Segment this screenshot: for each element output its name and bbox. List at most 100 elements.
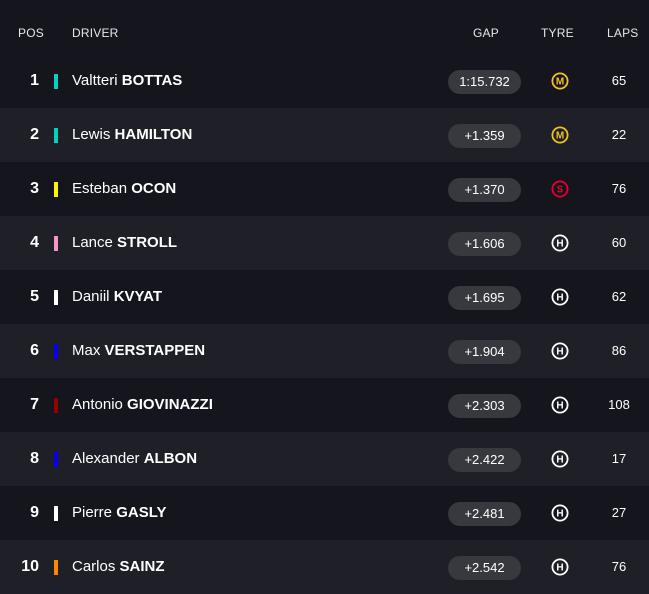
laps-count: 62 xyxy=(611,289,627,304)
tyre-letter: H xyxy=(556,239,563,250)
team-color-bar xyxy=(54,452,58,467)
driver-name[interactable]: Max VERSTAPPEN xyxy=(72,324,205,378)
gap-badge: +1.370 xyxy=(448,178,521,202)
laps-count: 22 xyxy=(611,127,627,142)
driver-first-name: Lewis xyxy=(72,126,111,143)
driver-last-name: BOTTAS xyxy=(121,72,183,89)
table-row[interactable]: 10 Carlos SAINZ +2.542 H 76 xyxy=(0,540,649,594)
driver-first-name: Valtteri xyxy=(72,72,118,89)
driver-first-name: Lance xyxy=(72,234,113,251)
table-row[interactable]: 3 Esteban OCON +1.370 S 76 xyxy=(0,162,649,216)
driver-last-name: KVYAT xyxy=(113,288,163,305)
table-row[interactable]: 9 Pierre GASLY +2.481 H 27 xyxy=(0,486,649,540)
driver-name[interactable]: Lance STROLL xyxy=(72,216,177,270)
position-number: 4 xyxy=(30,234,39,251)
table-header: POS DRIVER GAP TYRE LAPS xyxy=(0,0,649,54)
table-row[interactable]: 5 Daniil KVYAT +1.695 H 62 xyxy=(0,270,649,324)
team-color-bar xyxy=(54,290,58,305)
position-number: 2 xyxy=(30,126,39,143)
tyre-letter: H xyxy=(556,347,563,358)
driver-name[interactable]: Carlos SAINZ xyxy=(72,540,165,594)
header-tyre: TYRE xyxy=(541,26,574,40)
driver-name[interactable]: Pierre GASLY xyxy=(72,486,166,540)
tyre-hard-icon: H xyxy=(551,504,569,522)
tyre-letter: S xyxy=(557,185,564,196)
team-color-bar xyxy=(54,182,58,197)
laps-count: 86 xyxy=(611,343,627,358)
driver-last-name: VERSTAPPEN xyxy=(104,342,206,359)
team-color-bar xyxy=(54,344,58,359)
tyre-letter: M xyxy=(556,131,564,142)
gap-badge: +1.904 xyxy=(448,340,521,364)
driver-last-name: GASLY xyxy=(116,504,167,521)
team-color-bar xyxy=(54,506,58,521)
tyre-medium-icon: M xyxy=(551,72,569,90)
laps-count: 27 xyxy=(611,505,627,520)
table-row[interactable]: 8 Alexander ALBON +2.422 H 17 xyxy=(0,432,649,486)
header-laps: LAPS xyxy=(607,26,639,40)
driver-last-name: GIOVINAZZI xyxy=(127,396,213,413)
tyre-hard-icon: H xyxy=(551,288,569,306)
table-body: 1 Valtteri BOTTAS 1:15.732 M 65 2 Lewis HAMILT… xyxy=(0,54,649,594)
driver-last-name: ALBON xyxy=(143,450,198,467)
tyre-medium-icon: M xyxy=(551,126,569,144)
driver-first-name: Antonio xyxy=(72,396,123,413)
laps-count: 108 xyxy=(608,397,630,412)
gap-badge: +1.606 xyxy=(448,232,521,256)
tyre-letter: H xyxy=(556,455,563,466)
table-row[interactable]: 7 Antonio GIOVINAZZI +2.303 H 108 xyxy=(0,378,649,432)
gap-badge: +2.542 xyxy=(448,556,521,580)
tyre-hard-icon: H xyxy=(551,234,569,252)
gap-badge: +1.695 xyxy=(448,286,521,310)
position-number: 7 xyxy=(30,396,39,413)
driver-first-name: Carlos xyxy=(72,558,116,575)
tyre-letter: H xyxy=(556,563,563,574)
driver-first-name: Esteban xyxy=(72,180,128,197)
tyre-letter: M xyxy=(556,77,564,88)
position-number: 1 xyxy=(30,72,39,89)
header-pos: POS xyxy=(18,26,44,40)
header-gap: GAP xyxy=(473,26,499,40)
gap-badge: +2.303 xyxy=(448,394,521,418)
laps-count: 76 xyxy=(611,181,627,196)
gap-badge: +1.359 xyxy=(448,124,521,148)
tyre-letter: H xyxy=(556,509,563,520)
driver-last-name: STROLL xyxy=(117,234,178,251)
driver-name[interactable]: Lewis HAMILTON xyxy=(72,108,192,162)
driver-last-name: OCON xyxy=(131,180,177,197)
tyre-letter: H xyxy=(556,401,563,412)
driver-last-name: SAINZ xyxy=(119,558,165,575)
tyre-soft-icon: S xyxy=(551,180,569,198)
table-row[interactable]: 6 Max VERSTAPPEN +1.904 H 86 xyxy=(0,324,649,378)
driver-name[interactable]: Esteban OCON xyxy=(72,162,176,216)
laps-count: 60 xyxy=(611,235,627,250)
driver-name[interactable]: Antonio GIOVINAZZI xyxy=(72,378,213,432)
driver-first-name: Alexander xyxy=(72,450,140,467)
driver-name[interactable]: Valtteri BOTTAS xyxy=(72,54,182,108)
driver-first-name: Daniil xyxy=(72,288,110,305)
laps-count: 65 xyxy=(611,73,627,88)
table-row[interactable]: 2 Lewis HAMILTON +1.359 M 22 xyxy=(0,108,649,162)
table-row[interactable]: 4 Lance STROLL +1.606 H 60 xyxy=(0,216,649,270)
table-row[interactable]: 1 Valtteri BOTTAS 1:15.732 M 65 xyxy=(0,54,649,108)
driver-name[interactable]: Alexander ALBON xyxy=(72,432,197,486)
position-number: 10 xyxy=(21,558,39,575)
driver-last-name: HAMILTON xyxy=(114,126,193,143)
position-number: 9 xyxy=(30,504,39,521)
driver-first-name: Pierre xyxy=(72,504,113,521)
position-number: 3 xyxy=(30,180,39,197)
driver-first-name: Max xyxy=(72,342,101,359)
laps-count: 17 xyxy=(611,451,627,466)
tyre-letter: H xyxy=(556,293,563,304)
tyre-hard-icon: H xyxy=(551,450,569,468)
tyre-hard-icon: H xyxy=(551,558,569,576)
driver-name[interactable]: Daniil KVYAT xyxy=(72,270,162,324)
team-color-bar xyxy=(54,128,58,143)
tyre-hard-icon: H xyxy=(551,342,569,360)
position-number: 8 xyxy=(30,450,39,467)
team-color-bar xyxy=(54,398,58,413)
team-color-bar xyxy=(54,74,58,89)
team-color-bar xyxy=(54,236,58,251)
laps-count: 76 xyxy=(611,559,627,574)
